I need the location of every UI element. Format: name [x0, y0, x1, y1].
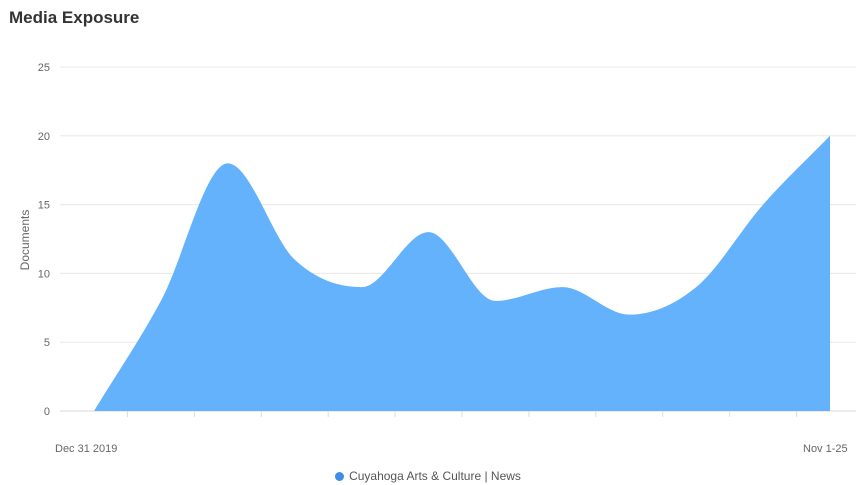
y-tick-label: 15 — [38, 200, 50, 212]
legend[interactable]: Cuyahoga Arts & Culture | News — [0, 469, 856, 483]
y-tick-label: 10 — [38, 268, 50, 280]
legend-dot-icon — [335, 472, 345, 481]
legend-label: Cuyahoga Arts & Culture | News — [349, 469, 521, 483]
series-area[interactable] — [94, 135, 830, 412]
x-tick-label-end: Nov 1-25 — [803, 443, 848, 455]
y-tick-label: 0 — [44, 406, 50, 418]
y-tick-label: 5 — [44, 337, 50, 349]
x-axis-ticks — [126, 411, 798, 417]
y-tick-label: 25 — [38, 62, 50, 74]
y-axis-ticks: 0 5 10 15 20 25 — [38, 62, 50, 418]
x-tick-label-start: Dec 31 2019 — [55, 443, 117, 455]
chart-title: Media Exposure — [9, 8, 140, 27]
y-tick-label: 20 — [38, 131, 50, 143]
y-axis-title: Documents — [18, 210, 32, 271]
